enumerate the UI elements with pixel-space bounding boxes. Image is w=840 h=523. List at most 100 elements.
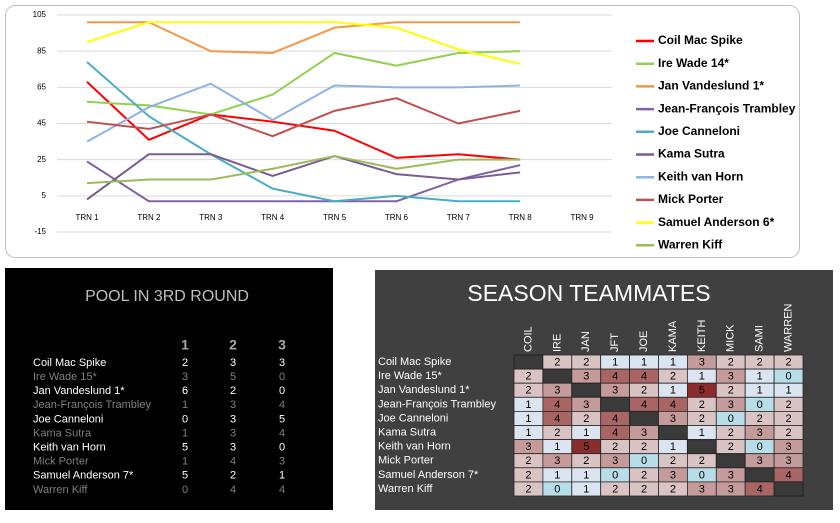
heat-cell-label: 2 [757, 413, 763, 425]
heat-cell-label: 3 [670, 413, 676, 425]
legend-label: Warren Kiff [658, 237, 723, 251]
heat-cell-label: 0 [641, 455, 647, 467]
legend-label: Coil Mac Spike [658, 33, 743, 47]
heat-cell-label: 2 [641, 483, 647, 495]
y-tick-label: 45 [37, 119, 46, 128]
teammates-row-name: Mick Porter [378, 455, 434, 467]
pool-cell: 2 [230, 385, 236, 397]
pool-cell: 0 [182, 413, 188, 425]
diagonal-cell [600, 396, 631, 412]
pool-cell: 3 [230, 442, 236, 454]
pool-cell: 3 [182, 371, 188, 383]
heat-cell-label: 3 [583, 371, 589, 383]
heat-cell-label: 2 [525, 469, 531, 481]
heat-cell-label: 1 [757, 371, 763, 383]
pool-cell: 5 [279, 413, 285, 425]
heat-cell-label: 1 [525, 427, 531, 439]
pool-column-header: 1 [181, 337, 189, 353]
pool-row-name: Samuel Anderson 7* [33, 470, 134, 482]
teammates-column-header: IRE [551, 334, 563, 352]
pool-cell: 3 [230, 357, 236, 369]
y-tick-label: 85 [37, 46, 46, 55]
pool-cell: 2 [230, 470, 236, 482]
pool-cell: 0 [279, 371, 285, 383]
heat-cell-label: 3 [525, 441, 531, 453]
heat-cell-label: 4 [641, 399, 647, 411]
teammates-clip-cover [803, 308, 833, 320]
heat-cell-label: 3 [728, 371, 734, 383]
heat-cell-label: 2 [554, 427, 560, 439]
heat-cell-label: 3 [785, 455, 791, 467]
heat-cell-label: 4 [641, 371, 647, 383]
heat-cell-label: 2 [699, 413, 705, 425]
pool-cell: 0 [279, 442, 285, 454]
diagonal-cell [571, 382, 602, 398]
x-tick-label: TRN 9 [570, 213, 594, 222]
teammates-row-name: Samuel Anderson 7* [378, 469, 479, 481]
heat-cell-label: 2 [728, 385, 734, 397]
pool-cell: 1 [182, 427, 188, 439]
heat-cell-label: 3 [612, 455, 618, 467]
heat-cell-label: 2 [785, 427, 791, 439]
pool-cell: 0 [182, 484, 188, 496]
series-line [86, 50, 521, 116]
pool-cell: 2 [182, 357, 188, 369]
heat-cell-label: 2 [757, 356, 763, 368]
heat-cell-label: 2 [583, 413, 589, 425]
heat-cell-label: 2 [670, 371, 676, 383]
heat-cell-label: 2 [699, 399, 705, 411]
heat-cell-label: 2 [728, 441, 734, 453]
pool-row-name: Joe Canneloni [33, 413, 103, 425]
teammates-column-header: JOE [638, 331, 650, 352]
teammates-column-header: SAMI [754, 325, 766, 352]
heat-cell-label: 2 [785, 399, 791, 411]
teammates-column-header: KEITH [696, 320, 708, 352]
pool-row-name: Jan Vandeslund 1* [33, 385, 125, 397]
pool-cell: 5 [230, 371, 236, 383]
pool-cell: 3 [279, 357, 285, 369]
heat-cell-label: 4 [554, 413, 560, 425]
heat-cell-label: 3 [757, 455, 763, 467]
teammates-row-name: Warren Kiff [378, 483, 433, 495]
heat-cell-label: 4 [785, 469, 791, 481]
x-tick-label: TRN 5 [323, 213, 347, 222]
heat-cell-label: 3 [612, 385, 618, 397]
heat-cell-label: 3 [554, 385, 560, 397]
heat-cell-label: 2 [670, 483, 676, 495]
pool-cell: 3 [279, 456, 285, 468]
heat-cell-label: 1 [699, 371, 705, 383]
teammates-row-name: Jan Vandeslund 1* [378, 384, 470, 396]
pool-row-name: Ire Wade 15* [33, 371, 98, 383]
heat-cell-label: 3 [728, 483, 734, 495]
heat-cell-label: 0 [728, 413, 734, 425]
x-tick-label: TRN 3 [199, 213, 223, 222]
heat-cell-label: 2 [641, 385, 647, 397]
heat-cell-label: 1 [583, 483, 589, 495]
y-tick-label: 105 [33, 10, 47, 19]
diagonal-cell [629, 410, 659, 426]
heat-cell-label: 4 [757, 483, 763, 495]
legend-label: Mick Porter [658, 192, 724, 206]
heat-cell-label: 3 [728, 469, 734, 481]
chart-panel [5, 5, 800, 258]
series-line [86, 97, 521, 138]
series-line [86, 21, 521, 65]
teammates-column-header: JAN [580, 331, 592, 352]
teammates-row-name: Keith van Horn [378, 441, 451, 453]
teammates-column-header: MICK [725, 324, 737, 352]
pool-cell: 4 [230, 484, 236, 496]
heat-cell-label: 1 [554, 469, 560, 481]
pool-cell: 1 [182, 456, 188, 468]
heat-cell-label: 0 [785, 371, 791, 383]
legend-label: Ire Wade 14* [658, 56, 729, 70]
heat-cell-label: 2 [612, 483, 618, 495]
heat-cell-label: 3 [785, 441, 791, 453]
pool-cell: 4 [279, 484, 285, 496]
heat-cell-label: 3 [728, 399, 734, 411]
heat-cell-label: 2 [670, 455, 676, 467]
teammates-column-header: COIL [522, 326, 534, 352]
heat-cell-label: 1 [612, 356, 618, 368]
heat-cell-label: 4 [670, 399, 676, 411]
heat-cell-label: 2 [525, 455, 531, 467]
heat-cell-label: 1 [699, 427, 705, 439]
